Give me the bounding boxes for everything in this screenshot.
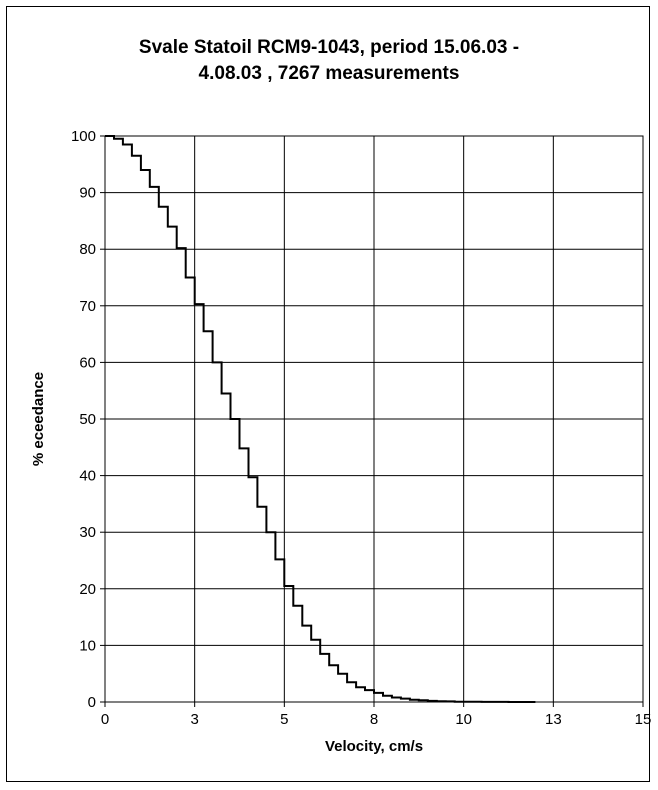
x-tick-label-6: 15 bbox=[635, 711, 652, 728]
x-tick-label-3: 8 bbox=[370, 711, 378, 728]
y-tick-label-90: 90 bbox=[79, 185, 96, 202]
chart-title-line2: 4.08.03 , 7267 measurements bbox=[198, 63, 460, 84]
y-axis-label: % eceedance bbox=[30, 372, 47, 466]
y-tick-label-50: 50 bbox=[79, 411, 96, 428]
y-tick-label-100: 100 bbox=[71, 128, 96, 145]
x-axis-label: Velocity, cm/s bbox=[325, 738, 423, 755]
x-tick-label-5: 13 bbox=[545, 711, 562, 728]
y-axis-ticks: 0 10 20 30 40 50 60 70 80 90 100 bbox=[71, 128, 105, 711]
exceedance-curve bbox=[105, 135, 536, 703]
y-tick-label-30: 30 bbox=[79, 524, 96, 541]
y-tick-label-10: 10 bbox=[79, 637, 96, 654]
x-tick-label-2: 5 bbox=[280, 711, 288, 728]
y-tick-label-0: 0 bbox=[88, 694, 96, 711]
x-tick-label-0: 0 bbox=[101, 711, 109, 728]
grid bbox=[104, 135, 644, 703]
chart-title-line1: Svale Statoil RCM9-1043, period 15.06.03… bbox=[138, 37, 520, 58]
x-tick-label-4: 10 bbox=[455, 711, 472, 728]
y-tick-label-20: 20 bbox=[79, 581, 96, 598]
y-tick-label-70: 70 bbox=[79, 298, 96, 315]
y-tick-label-60: 60 bbox=[79, 354, 96, 371]
x-axis-ticks: 0 3 5 8 10 13 15 bbox=[101, 702, 652, 728]
y-tick-label-80: 80 bbox=[79, 241, 96, 258]
y-tick-label-40: 40 bbox=[79, 468, 96, 485]
x-tick-label-1: 3 bbox=[190, 711, 198, 728]
